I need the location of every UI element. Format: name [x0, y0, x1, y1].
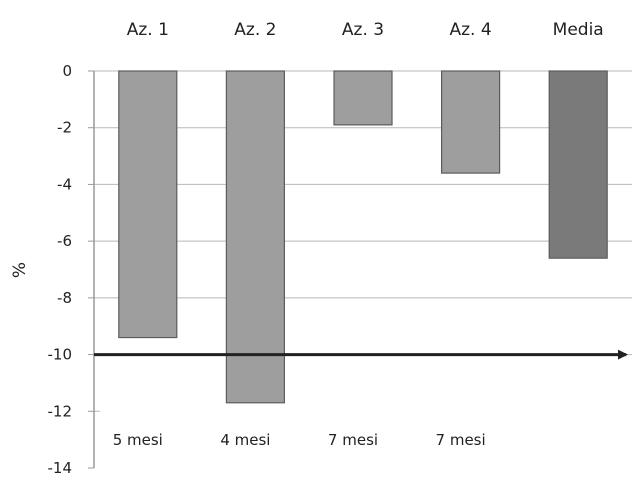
- duration-label: 7 mesi: [436, 431, 486, 449]
- category-label: Az. 2: [234, 20, 276, 40]
- category-label: Az. 3: [342, 20, 384, 40]
- y-tick-labels: 0 -2 -4 -6 -8 -10 -12 -14: [48, 62, 73, 477]
- bar: [441, 70, 501, 174]
- y-axis-label: %: [10, 262, 30, 278]
- y-tick-label: -10: [48, 346, 73, 364]
- category-label: Az. 1: [127, 20, 169, 40]
- duration-annotations: 5 mesi 4 mesi 7 mesi 7 mesi: [113, 431, 486, 449]
- y-tick-label: -12: [48, 402, 73, 420]
- y-tick-label: -2: [57, 119, 72, 137]
- y-tick-label: -8: [57, 289, 72, 307]
- duration-label: 4 mesi: [220, 431, 270, 449]
- bars: [118, 70, 608, 404]
- bar: [118, 70, 178, 339]
- category-labels: Az. 1 Az. 2 Az. 3 Az. 4 Media: [127, 20, 604, 40]
- category-label: Az. 4: [450, 20, 492, 40]
- annotation-box: [100, 410, 632, 468]
- duration-label: 5 mesi: [113, 431, 163, 449]
- y-tick-label: -6: [57, 232, 72, 250]
- duration-label: 7 mesi: [328, 431, 378, 449]
- y-tick-label: -4: [57, 175, 72, 193]
- bar: [333, 70, 393, 126]
- y-tick-label: 0: [62, 62, 72, 80]
- bar: [225, 70, 285, 404]
- category-label: Media: [553, 20, 604, 40]
- y-tick-label: -14: [48, 459, 73, 477]
- bar: [548, 70, 608, 259]
